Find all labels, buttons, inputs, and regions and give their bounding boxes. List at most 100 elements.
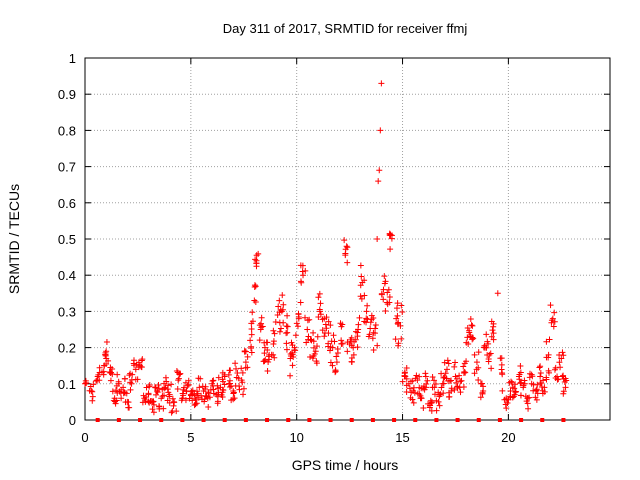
x-axis-label: GPS time / hours xyxy=(292,457,399,473)
data-point xyxy=(205,390,212,397)
data-point xyxy=(165,389,172,396)
data-point xyxy=(426,404,433,411)
data-point xyxy=(384,299,391,306)
baseline-marker xyxy=(434,418,439,422)
data-point xyxy=(344,348,351,355)
data-point xyxy=(292,347,299,354)
data-point xyxy=(276,297,283,304)
data-point xyxy=(422,370,429,377)
baseline-marker xyxy=(265,418,270,422)
data-point xyxy=(302,314,309,321)
data-point xyxy=(298,279,305,286)
data-point xyxy=(253,263,260,270)
data-point xyxy=(114,371,121,378)
data-point xyxy=(289,362,296,369)
baseline-marker xyxy=(180,418,185,422)
y-tick-label: 0.5 xyxy=(58,232,76,247)
data-point xyxy=(252,256,259,263)
data-point xyxy=(381,280,388,287)
data-point xyxy=(374,236,381,242)
data-point xyxy=(127,386,134,393)
data-point xyxy=(253,252,260,259)
data-point xyxy=(122,389,129,396)
data-point xyxy=(473,359,480,366)
data-point xyxy=(323,314,330,321)
data-point xyxy=(143,384,150,391)
data-point xyxy=(499,371,506,378)
data-point xyxy=(546,369,553,376)
data-point xyxy=(306,316,313,323)
data-point xyxy=(265,358,272,365)
data-point xyxy=(182,397,189,404)
data-point xyxy=(264,346,271,353)
data-point xyxy=(356,314,363,321)
data-point xyxy=(511,385,518,392)
data-point xyxy=(358,273,365,280)
data-point xyxy=(264,368,271,375)
data-point xyxy=(398,335,405,342)
data-point xyxy=(339,340,346,347)
data-point xyxy=(341,237,348,244)
data-point xyxy=(161,385,168,392)
data-point xyxy=(135,364,142,371)
data-point xyxy=(127,370,134,377)
data-point xyxy=(481,344,488,351)
data-point xyxy=(126,372,133,379)
data-point xyxy=(280,319,287,326)
data-point xyxy=(317,311,324,318)
data-point xyxy=(314,333,321,340)
data-point xyxy=(309,355,316,362)
data-point xyxy=(150,398,157,405)
data-point xyxy=(305,333,312,340)
data-point xyxy=(248,326,255,333)
data-point xyxy=(165,382,172,389)
data-point xyxy=(339,321,346,328)
baseline-marker xyxy=(307,418,312,422)
data-point xyxy=(192,401,199,408)
data-point xyxy=(357,262,364,269)
data-point xyxy=(194,390,201,397)
data-point xyxy=(388,235,395,242)
data-point xyxy=(134,376,141,383)
data-point xyxy=(325,330,332,337)
data-point xyxy=(258,320,265,327)
data-point xyxy=(461,360,468,367)
data-point xyxy=(440,374,447,381)
data-point xyxy=(149,406,156,413)
data-point xyxy=(122,399,129,406)
data-point xyxy=(247,337,254,344)
baseline-marker xyxy=(370,418,375,422)
data-point xyxy=(191,391,198,398)
data-point xyxy=(173,408,180,415)
baseline-marker xyxy=(476,418,481,422)
data-point xyxy=(310,344,317,351)
data-point xyxy=(558,355,565,362)
data-point xyxy=(116,388,123,395)
data-point xyxy=(242,359,249,366)
data-point xyxy=(556,359,563,366)
data-point xyxy=(316,306,323,313)
data-point xyxy=(420,405,427,412)
data-point xyxy=(358,295,365,302)
data-point xyxy=(445,360,452,367)
data-point xyxy=(328,338,335,345)
data-point xyxy=(175,377,182,384)
data-point xyxy=(469,322,476,329)
data-point xyxy=(557,364,564,371)
data-point xyxy=(478,380,485,387)
data-point xyxy=(416,373,423,380)
data-point xyxy=(180,392,187,399)
data-point xyxy=(494,290,501,297)
data-point xyxy=(313,358,320,365)
data-point xyxy=(232,360,239,367)
data-point xyxy=(403,389,410,396)
data-point xyxy=(239,379,246,386)
data-point xyxy=(468,322,475,329)
data-point xyxy=(403,382,410,389)
data-point xyxy=(170,402,177,409)
data-point xyxy=(242,348,249,355)
data-point xyxy=(387,246,394,253)
data-point xyxy=(413,372,420,379)
data-point xyxy=(453,379,460,386)
data-point xyxy=(126,404,133,411)
